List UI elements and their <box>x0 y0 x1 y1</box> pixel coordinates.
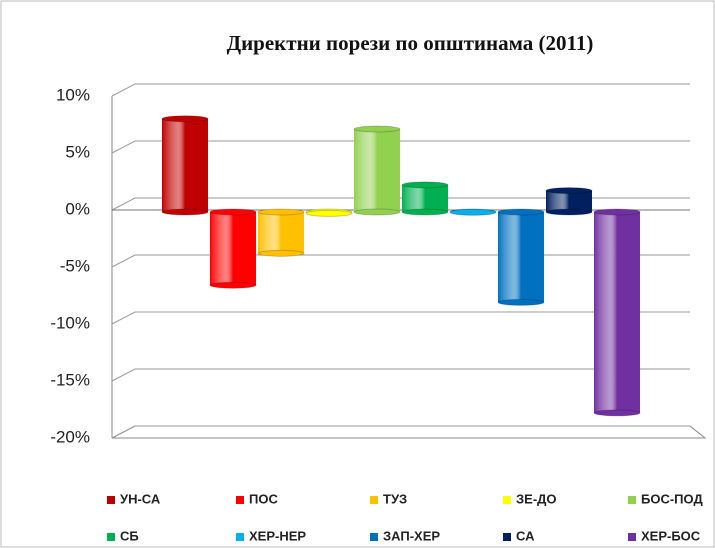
bar-cap <box>161 208 209 216</box>
bar-cap <box>497 208 545 216</box>
bar-shade <box>162 118 208 212</box>
bar-cap <box>353 125 401 133</box>
bar-cap <box>305 209 353 217</box>
legend-label: БОС-ПОД <box>641 491 703 506</box>
legend-swatch <box>370 496 378 504</box>
legend-label: УН-СА <box>120 491 161 506</box>
bar-cap <box>497 298 545 306</box>
bar-cap <box>593 409 641 417</box>
legend-label: ТУЗ <box>383 491 407 506</box>
legend-swatch <box>503 496 511 504</box>
grid-line <box>111 368 690 382</box>
bar-cap <box>401 208 449 216</box>
legend-label: ЗАП-ХЕР <box>383 528 440 543</box>
bar-cap <box>161 115 209 123</box>
grid-line <box>111 311 690 325</box>
bar-cap <box>545 208 593 216</box>
legend-label: ПОС <box>249 491 278 506</box>
grid-line <box>111 83 690 97</box>
legend-swatch <box>628 533 636 541</box>
chart-title: Директни порези по општинама (2011) <box>227 31 594 55</box>
legend-swatch <box>370 533 378 541</box>
grid-line <box>111 140 690 154</box>
bar-cap <box>593 208 641 216</box>
y-tick-label: 10% <box>56 85 90 104</box>
legend-swatch <box>236 496 244 504</box>
y-tick-label: -20% <box>50 427 90 446</box>
legend-swatch <box>628 496 636 504</box>
legend-swatch <box>107 533 115 541</box>
legend-swatch <box>107 496 115 504</box>
bar-shade <box>546 190 592 212</box>
bar-cap <box>209 208 257 216</box>
bar-shade <box>258 212 304 254</box>
bar-cap <box>257 208 305 216</box>
legend-swatch <box>503 533 511 541</box>
bar-cap <box>257 249 305 257</box>
y-tick-label: -5% <box>60 256 90 275</box>
bar-cap <box>353 208 401 216</box>
legend-label: СА <box>516 528 535 543</box>
grid-line <box>111 425 690 439</box>
bar-cap <box>209 281 257 289</box>
bar-shade <box>210 212 256 286</box>
y-tick-label: 5% <box>65 142 90 161</box>
legend-label: ХЕР-НЕР <box>249 528 306 543</box>
legend-swatch <box>236 533 244 541</box>
bar-cap <box>401 181 449 189</box>
bar-shade <box>498 212 544 303</box>
grid-line <box>111 197 690 211</box>
bar-shade <box>354 129 400 212</box>
bar-shade <box>594 212 640 413</box>
bar-cap <box>449 208 497 216</box>
bar-shade <box>402 184 448 212</box>
legend-label: СБ <box>120 528 139 543</box>
y-tick-label: -10% <box>50 313 90 332</box>
y-tick-label: -15% <box>50 370 90 389</box>
legend-label: ХЕР-БОС <box>641 528 701 543</box>
bar-cap <box>545 187 593 195</box>
legend-label: ЗЕ-ДО <box>516 491 557 506</box>
y-tick-label: 0% <box>65 199 90 218</box>
